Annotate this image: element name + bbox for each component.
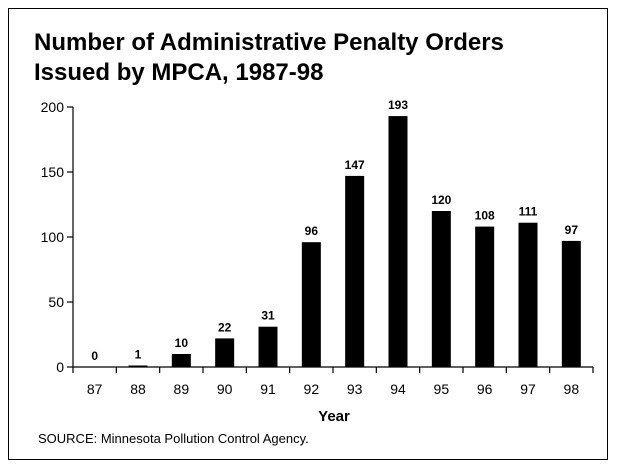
bars [128,116,581,367]
y-tick-label: 150 [41,164,65,180]
bar [301,242,321,367]
x-tick-label: 95 [434,381,450,397]
x-tick-label: 88 [130,381,146,397]
bar-value-label: 1 [135,348,142,362]
bar [345,175,365,367]
bar [215,338,235,367]
y-tick-label: 100 [41,229,65,245]
bar [388,116,408,367]
bar-value-label: 193 [388,98,408,112]
chart-frame [8,8,608,460]
y-tick-label: 50 [48,294,64,310]
x-axis: 87 88 89 90 91 92 93 94 95 96 97 98 [72,366,594,397]
y-axis: 0 50 100 150 200 [41,99,74,375]
bar-value-label: 111 [519,205,538,219]
x-tick-label: 96 [477,381,493,397]
chart-title-line-1: Number of Administrative Penalty Orders [34,29,504,56]
y-tick-label: 200 [41,99,65,115]
chart-title: Number of Administrative Penalty Orders … [34,28,504,88]
x-tick-label: 94 [390,381,406,397]
bar-value-label: 120 [431,193,451,207]
bar [258,326,278,367]
x-tick-label: 98 [564,381,580,397]
bar [518,222,538,367]
x-tick-label: 90 [217,381,233,397]
x-axis-label: Year [318,408,350,425]
x-tick-label: 97 [520,381,536,397]
bar-value-label: 22 [218,320,232,334]
bar [171,354,191,367]
source-note: SOURCE: Minnesota Pollution Control Agen… [38,431,309,446]
y-tick-label: 0 [56,359,64,375]
bar-value-label: 10 [175,336,189,350]
bar-value-label: 97 [565,223,579,237]
bar-value-label: 147 [345,158,365,172]
bar-value-label: 96 [305,224,319,238]
bar [475,226,495,367]
bar-value-label: 31 [261,309,275,323]
bar-value-label: 108 [475,209,495,223]
x-tick-label: 93 [347,381,363,397]
bar [431,211,451,367]
bar [561,240,581,367]
x-tick-label: 91 [260,381,276,397]
x-tick-label: 92 [304,381,320,397]
bar-value-labels: 0 1 10 22 31 96 147 193 120 108 111 97 [91,98,578,363]
x-tick-label: 89 [174,381,190,397]
chart-title-line-2: Issued by MPCA, 1987-98 [34,59,324,86]
bar-value-label: 0 [91,349,98,363]
x-tick-label: 87 [87,381,103,397]
bar [128,365,148,367]
